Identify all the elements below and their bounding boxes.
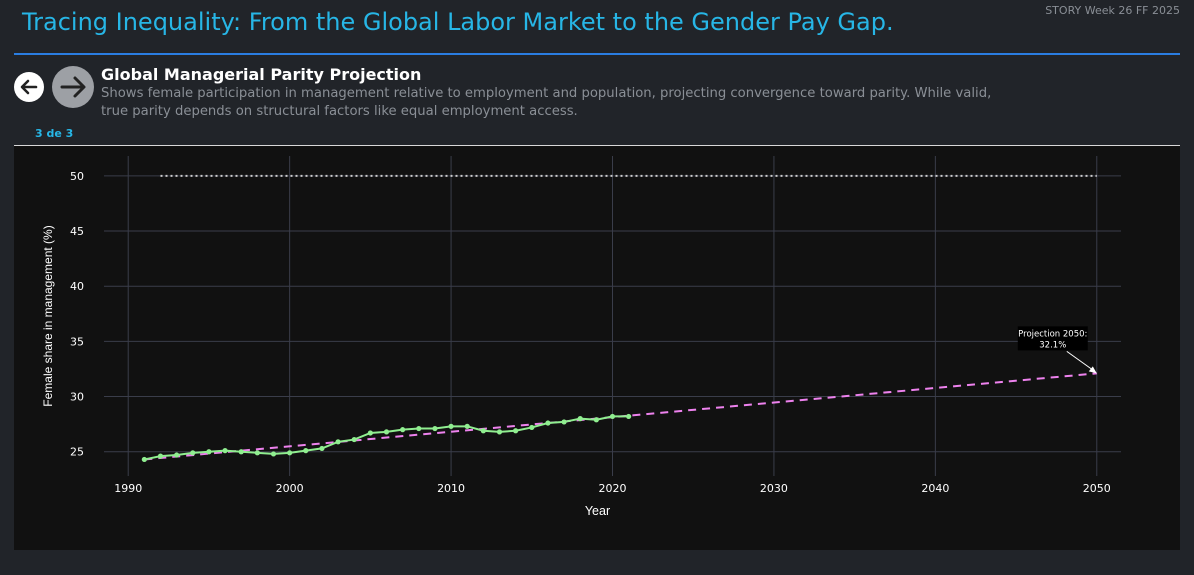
history-point — [577, 416, 583, 422]
y-tick-label: 50 — [70, 170, 84, 183]
y-tick-label: 45 — [70, 225, 84, 238]
x-tick-label: 2040 — [921, 482, 949, 495]
arrow-left-icon — [20, 79, 38, 95]
history-point — [383, 429, 390, 435]
page-title: Tracing Inequality: From the Global Labo… — [22, 8, 894, 36]
history-point — [513, 428, 519, 434]
x-tick-label: 2050 — [1083, 482, 1111, 495]
x-tick-label: 2000 — [276, 482, 304, 495]
history-point — [157, 453, 164, 459]
page-indicator: 3 de 3 — [35, 127, 74, 140]
chart-divider — [14, 145, 1180, 146]
history-point — [303, 448, 309, 454]
history-point — [448, 423, 454, 429]
history-point — [238, 449, 244, 455]
history-point — [464, 423, 470, 429]
history-point — [432, 425, 438, 432]
annotation-arrow-line — [1066, 350, 1096, 372]
history-point — [190, 450, 196, 456]
history-point — [626, 413, 632, 420]
annotation-value: 32.1% — [1039, 340, 1066, 350]
chart-panel: 1990 2000 2010 2020 2030 2040 2050 25 30 35 40 45 50… — [14, 146, 1180, 550]
annotation-label: Projection 2050: — [1018, 329, 1087, 339]
annotation-arrowhead — [1088, 366, 1097, 374]
history-point — [593, 417, 599, 423]
history-point — [319, 445, 325, 452]
history-point — [529, 424, 535, 431]
x-axis-title: Year — [585, 504, 610, 518]
y-tick-label: 35 — [70, 335, 84, 348]
slide-title: Global Managerial Parity Projection — [101, 65, 422, 84]
history-point — [287, 450, 293, 456]
history-point — [545, 420, 551, 426]
x-tick-label: 1990 — [114, 482, 142, 495]
projection-chart: 1990 2000 2010 2020 2030 2040 2050 25 30 35 40 45 50… — [41, 156, 1121, 518]
history-point — [222, 448, 228, 454]
back-button[interactable] — [14, 72, 44, 102]
title-divider — [14, 53, 1180, 55]
history-point — [351, 436, 357, 443]
y-axis-title: Female share in management (%) — [41, 225, 55, 406]
x-tick-label: 2010 — [437, 482, 465, 495]
history-point — [174, 452, 180, 458]
history-point — [561, 419, 567, 425]
history-point — [270, 451, 277, 457]
history-point — [141, 456, 147, 463]
x-tick-label: 2030 — [760, 482, 788, 495]
history-point — [400, 427, 406, 433]
history-point — [496, 429, 503, 435]
history-point — [254, 450, 260, 456]
y-tick-label: 30 — [70, 391, 84, 404]
next-button[interactable] — [52, 66, 94, 108]
x-tick-label: 2020 — [599, 482, 627, 495]
history-point — [416, 425, 422, 432]
y-tick-label: 40 — [70, 280, 84, 293]
history-point — [335, 439, 341, 445]
slide-description: Shows female participation in management… — [101, 86, 992, 119]
arrow-right-icon — [60, 76, 86, 98]
history-point — [480, 428, 486, 434]
history-point — [367, 430, 373, 436]
y-tick-label: 25 — [70, 446, 84, 459]
annotation-box — [1017, 326, 1088, 351]
history-point — [206, 449, 212, 455]
story-note: STORY Week 26 FF 2025 — [1045, 4, 1180, 17]
history-point — [609, 413, 616, 420]
